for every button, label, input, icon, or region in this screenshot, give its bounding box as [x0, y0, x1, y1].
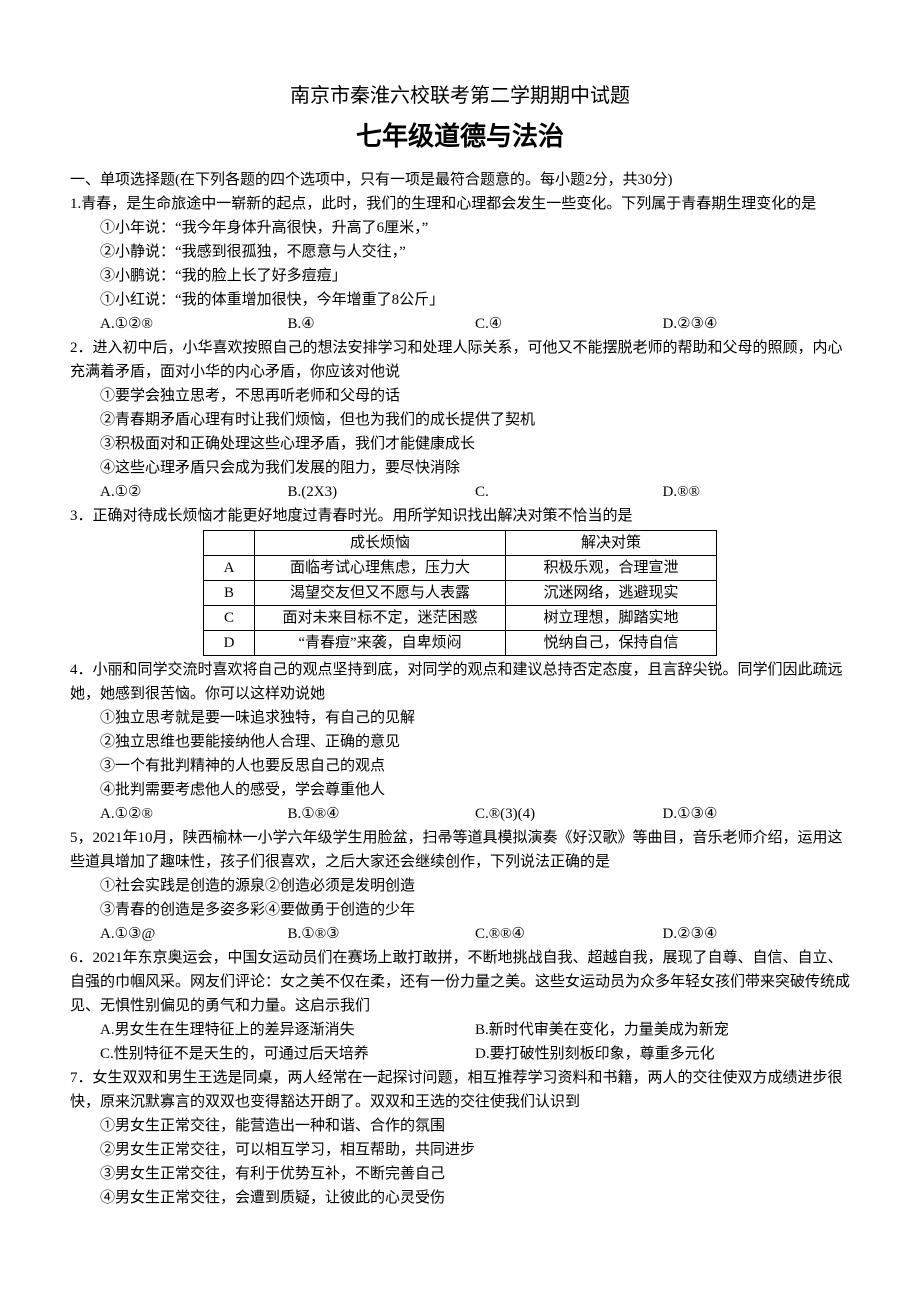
q1-stem: 1.青春，是生命旅途中一崭新的起点，此时，我们的生理和心理都会发生一些变化。下列… — [70, 192, 850, 216]
q7-s4: ④男女生正常交往，会遭到质疑，让彼此的心灵受伤 — [70, 1186, 850, 1210]
q5-opt-c: C.®®④ — [475, 922, 663, 946]
row-key: D — [204, 630, 255, 655]
q2-s1: ①要学会独立思考，不思再听老师和父母的话 — [70, 384, 850, 408]
q5-s1: ①社会实践是创造的源泉②创造必须是发明创造 — [70, 874, 850, 898]
q7-s3: ③男女生正常交往，有利于优势互补，不断完善自己 — [70, 1162, 850, 1186]
q1-s4: ①小红说：“我的体重增加很快，今年增重了8公斤」 — [70, 288, 850, 312]
row-c1: 面临考试心理焦虑，压力大 — [255, 555, 506, 580]
exam-header: 南京市秦淮六校联考第二学期期中试题 — [70, 80, 850, 112]
q4-stem: 4．小丽和同学交流时喜欢将自己的观点坚持到底，对同学的观点和建议总持否定态度，且… — [70, 658, 850, 706]
q5-opt-d: D.②③④ — [663, 922, 851, 946]
q2-s3: ③积极面对和正确处理这些心理矛盾，我们才能健康成长 — [70, 432, 850, 456]
q7-s2: ②男女生正常交往，可以相互学习，相互帮助，共同进步 — [70, 1138, 850, 1162]
q1-opt-a: A.①②® — [100, 312, 288, 336]
q2-stem: 2．进入初中后，小华喜欢按照自己的想法安排学习和处理人际关系，可他又不能摆脱老师… — [70, 336, 850, 384]
table-header: 成长烦恼 解决对策 — [204, 530, 717, 555]
q4-s3: ③一个有批判精神的人也要反思自己的观点 — [70, 754, 850, 778]
q5-s2: ③青春的创造是多姿多彩④要做勇于创造的少年 — [70, 898, 850, 922]
row-key: B — [204, 580, 255, 605]
table-row: B 渴望交友但又不愿与人表露 沉迷网络，逃避现实 — [204, 580, 717, 605]
table-row: A 面临考试心理焦虑，压力大 积极乐观，合理宣泄 — [204, 555, 717, 580]
row-key: C — [204, 605, 255, 630]
section-intro: 一、单项选择题(在下列各题的四个选项中，只有一项是最符合题意的。每小题2分，共3… — [70, 168, 850, 192]
row-c2: 树立理想，脚踏实地 — [506, 605, 717, 630]
exam-title: 七年级道德与法治 — [70, 116, 850, 158]
table-row: D “青春痘”来袭，自卑烦闷 悦纳自己，保持自信 — [204, 630, 717, 655]
row-c2: 积极乐观，合理宣泄 — [506, 555, 717, 580]
q2-opt-c: C. — [475, 480, 663, 504]
q1-opt-d: D.②③④ — [663, 312, 851, 336]
th-col1: 成长烦恼 — [255, 530, 506, 555]
q7-s1: ①男女生正常交往，能营造出一种和谐、合作的氛围 — [70, 1114, 850, 1138]
q1-options: A.①②® B.④ C.④ D.②③④ — [70, 312, 850, 336]
row-c2: 悦纳自己，保持自信 — [506, 630, 717, 655]
table-row: C 面对未来目标不定，迷茫困惑 树立理想，脚踏实地 — [204, 605, 717, 630]
q2-opt-d: D.®® — [663, 480, 851, 504]
q6-opt-b: B.新时代审美在变化，力量美成为新宠 — [475, 1018, 850, 1042]
row-c1: “青春痘”来袭，自卑烦闷 — [255, 630, 506, 655]
q2-options: A.①② B.(2X3) C. D.®® — [70, 480, 850, 504]
row-key: A — [204, 555, 255, 580]
q6-stem: 6．2021年东京奥运会，中国女运动员们在赛场上敢打敢拼，不断地挑战自我、超越自… — [70, 946, 850, 1018]
q1-s1: ①小年说：“我今年身体升高很快，升高了6厘米，” — [70, 216, 850, 240]
q2-opt-b: B.(2X3) — [288, 480, 476, 504]
q4-s2: ②独立思维也要能接纳他人合理、正确的意见 — [70, 730, 850, 754]
q4-opt-b: B.①®④ — [288, 802, 476, 826]
q7-stem: 7．女生双双和男生王选是同桌，两人经常在一起探讨问题，相互推荐学习资料和书籍，两… — [70, 1066, 850, 1114]
q1-opt-b: B.④ — [288, 312, 476, 336]
q2-opt-a: A.①② — [100, 480, 288, 504]
q4-options: A.①②® B.①®④ C.®(3)(4) D.①③④ — [70, 802, 850, 826]
q5-stem: 5，2021年10月，陕西榆林一小学六年级学生用脸盆，扫帚等道具模拟演奏《好汉歌… — [70, 826, 850, 874]
q6-opt-c: C.性别特征不是天生的，可通过后天培养 — [100, 1042, 475, 1066]
q6-opt-a: A.男女生在生理特征上的差异逐渐消失 — [100, 1018, 475, 1042]
th-col2: 解决对策 — [506, 530, 717, 555]
row-c1: 渴望交友但又不愿与人表露 — [255, 580, 506, 605]
q4-opt-a: A.①②® — [100, 802, 288, 826]
row-c2: 沉迷网络，逃避现实 — [506, 580, 717, 605]
q2-s4: ④这些心理矛盾只会成为我们发展的阻力，要尽快消除 — [70, 456, 850, 480]
q4-opt-d: D.①③④ — [663, 802, 851, 826]
q2-s2: ②青春期矛盾心理有时让我们烦恼，但也为我们的成长提供了契机 — [70, 408, 850, 432]
row-c1: 面对未来目标不定，迷茫困惑 — [255, 605, 506, 630]
q5-opt-a: A.①③@ — [100, 922, 288, 946]
q1-s2: ②小静说：“我感到很孤独，不愿意与人交往，” — [70, 240, 850, 264]
q5-opt-b: B.①®③ — [288, 922, 476, 946]
q3-table: 成长烦恼 解决对策 A 面临考试心理焦虑，压力大 积极乐观，合理宣泄 B 渴望交… — [203, 530, 717, 656]
q4-s1: ①独立思考就是要一味追求独特，有自己的见解 — [70, 706, 850, 730]
q3-stem: 3．正确对待成长烦恼才能更好地度过青春时光。用所学知识找出解决对策不恰当的是 — [70, 504, 850, 528]
q4-opt-c: C.®(3)(4) — [475, 802, 663, 826]
q6-opt-d: D.要打破性别刻板印象，尊重多元化 — [475, 1042, 850, 1066]
q6-options: A.男女生在生理特征上的差异逐渐消失 B.新时代审美在变化，力量美成为新宠 C.… — [70, 1018, 850, 1066]
q1-s3: ③小鹏说：“我的脸上长了好多痘痘」 — [70, 264, 850, 288]
th-blank — [204, 530, 255, 555]
q5-options: A.①③@ B.①®③ C.®®④ D.②③④ — [70, 922, 850, 946]
q4-s4: ④批判需要考虑他人的感受，学会尊重他人 — [70, 778, 850, 802]
q1-opt-c: C.④ — [475, 312, 663, 336]
